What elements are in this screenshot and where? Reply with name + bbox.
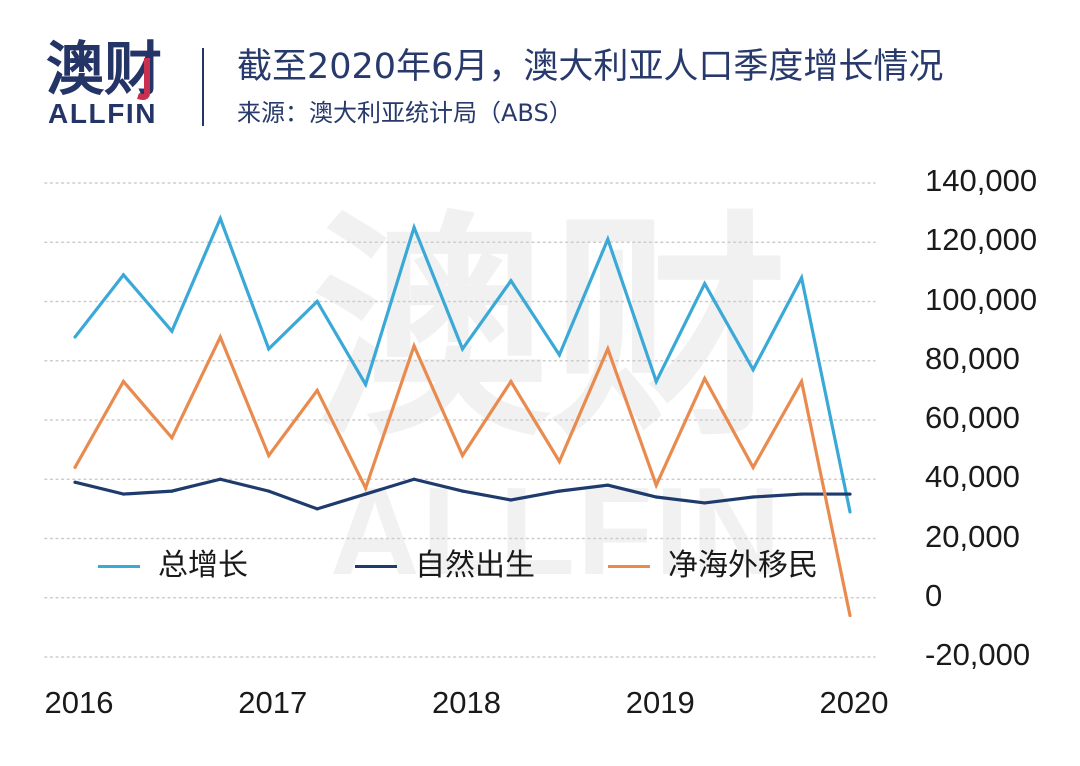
gridlines — [44, 182, 876, 658]
x-tick-label: 2020 — [819, 685, 889, 720]
y-tick-label: 60,000 — [925, 400, 1020, 435]
data-point — [606, 237, 610, 241]
y-tick-label: 120,000 — [925, 222, 1038, 258]
data-point — [121, 273, 126, 277]
data-point — [703, 501, 707, 505]
data-point — [654, 379, 658, 384]
data-point — [73, 335, 77, 339]
y-tick-label: 0 — [925, 577, 943, 613]
data-point — [799, 492, 804, 496]
data-point — [364, 382, 368, 387]
data-point — [606, 347, 610, 351]
data-point — [751, 465, 755, 469]
data-point — [509, 379, 513, 384]
data-point — [703, 282, 707, 286]
data-point — [121, 492, 126, 496]
data-point — [267, 347, 271, 351]
legend-swatch — [355, 564, 397, 568]
logo-chinese-text: 澳财 — [46, 35, 163, 103]
data-point — [218, 216, 222, 221]
data-point — [509, 279, 513, 283]
chart-title: 截至2020年6月，澳大利亚人口季度增长情况 — [237, 47, 944, 87]
x-tick-label: 2017 — [238, 685, 308, 720]
legend-label: 净海外移民 — [668, 548, 818, 583]
data-point — [460, 453, 465, 458]
data-point — [848, 613, 852, 618]
y-tick-label: 100,000 — [925, 281, 1038, 317]
data-point — [799, 379, 804, 384]
data-point — [606, 483, 610, 487]
series-2 — [73, 333, 852, 618]
header-divider — [202, 48, 204, 126]
data-point — [218, 477, 222, 481]
data-point — [121, 379, 126, 384]
data-point — [267, 489, 271, 493]
logo-accent-stroke — [137, 58, 150, 100]
data-point — [557, 459, 561, 464]
y-tick-label: 140,000 — [925, 163, 1038, 198]
series-0 — [73, 214, 852, 514]
data-point — [509, 498, 513, 502]
data-point — [170, 329, 174, 333]
legend-item-net-overseas-migration: 净海外移民 — [608, 548, 818, 584]
y-tick-label: -20,000 — [925, 637, 1031, 672]
legend-label: 自然出生 — [415, 548, 535, 583]
logo-english-text: ALLFIN — [48, 98, 158, 129]
data-point — [848, 510, 852, 514]
data-point — [364, 492, 368, 496]
data-point — [799, 276, 804, 280]
data-point — [412, 344, 416, 348]
series-line — [74, 477, 850, 511]
legend-item-natural-increase: 自然出生 — [355, 548, 535, 584]
data-point — [460, 489, 465, 493]
data-point — [654, 483, 658, 487]
data-point — [267, 453, 271, 458]
data-point — [170, 489, 174, 493]
data-point — [557, 353, 561, 357]
y-tick-label: 20,000 — [925, 518, 1020, 554]
series-line — [73, 214, 852, 513]
data-point — [315, 388, 319, 392]
data-point — [460, 347, 465, 351]
chart-subtitle: 来源：澳大利亚统计局（ABS） — [237, 99, 573, 127]
y-tick-label: 80,000 — [925, 340, 1020, 376]
legend-swatch — [608, 564, 650, 568]
x-tick-label: 2018 — [432, 685, 501, 720]
series-1 — [73, 477, 852, 511]
data-point — [751, 495, 755, 499]
legend-item-total-growth: 总增长 — [98, 548, 248, 584]
y-tick-label: 40,000 — [925, 459, 1020, 495]
data-point — [73, 480, 77, 484]
data-point — [412, 225, 416, 230]
data-point — [170, 436, 174, 440]
data-point — [703, 376, 707, 381]
data-point — [315, 507, 319, 511]
data-point — [73, 465, 77, 469]
data-point — [848, 492, 852, 496]
data-point — [751, 368, 755, 372]
x-tick-label: 2019 — [625, 685, 695, 720]
data-point — [412, 477, 416, 481]
x-tick-label: 2016 — [44, 685, 114, 720]
legend-label: 总增长 — [158, 548, 248, 583]
data-point — [315, 299, 319, 304]
data-point — [557, 489, 561, 493]
data-point — [654, 495, 658, 499]
legend-swatch — [98, 564, 140, 568]
data-point — [364, 486, 368, 490]
data-point — [218, 335, 222, 339]
